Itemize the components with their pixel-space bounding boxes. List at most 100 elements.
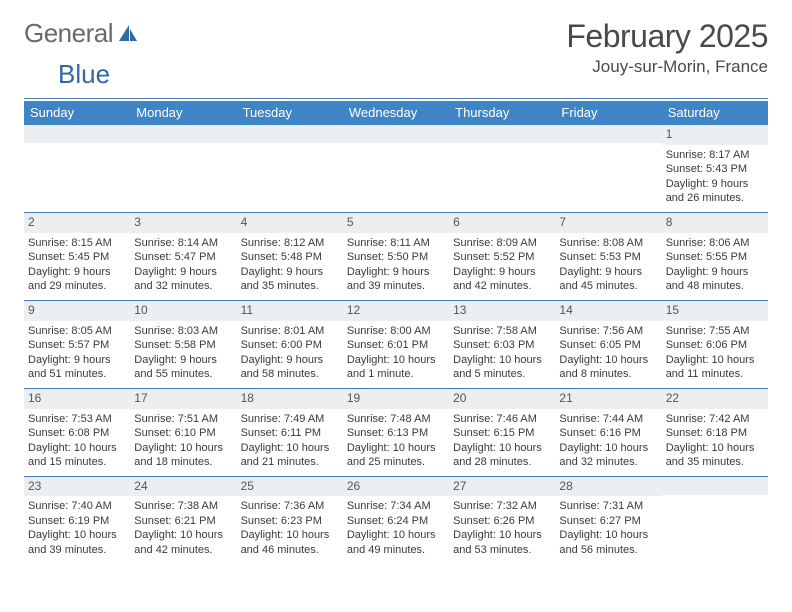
weekday-header: Saturday [662,101,768,125]
calendar-day-cell: 8 Sunrise: 8:06 AMSunset: 5:55 PMDaylight… [662,212,768,300]
calendar-day-cell [343,125,449,212]
sunrise-text: Sunrise: 7:48 AM [347,412,445,427]
weekday-header: Sunday [24,101,130,125]
sunrise-text: Sunrise: 7:38 AM [134,499,232,514]
daylight-text: Daylight: 10 hours and 42 minutes. [134,528,232,557]
day-number: 7 [555,213,661,233]
daylight-text: Daylight: 9 hours and 55 minutes. [134,353,232,382]
calendar-day-cell: 3Sunrise: 8:14 AMSunset: 5:47 PMDaylight… [130,212,236,300]
sunrise-text: Sunrise: 7:32 AM [453,499,551,514]
sunrise-text: Sunrise: 8:03 AM [134,324,232,339]
daylight-text: Daylight: 10 hours and 28 minutes. [453,441,551,470]
day-number: 20 [449,389,555,409]
daylight-text: Daylight: 10 hours and 18 minutes. [134,441,232,470]
sunrise-text: Sunrise: 8:12 AM [241,236,339,251]
day-number: 19 [343,389,449,409]
day-number: 24 [130,477,236,497]
calendar-day-cell: 5Sunrise: 8:11 AMSunset: 5:50 PMDaylight… [343,212,449,300]
daylight-text: Daylight: 9 hours and 29 minutes. [28,265,126,294]
sunset-text: Sunset: 6:11 PM [241,426,339,441]
day-number [343,125,449,143]
calendar-day-cell [24,125,130,212]
sunrise-text: Sunrise: 7:44 AM [559,412,657,427]
sunrise-text: Sunrise: 8:14 AM [134,236,232,251]
sunrise-text: Sunrise: 8:00 AM [347,324,445,339]
sunset-text: Sunset: 5:57 PM [28,338,126,353]
sunset-text: Sunset: 5:50 PM [347,250,445,265]
daylight-text: Daylight: 10 hours and 25 minutes. [347,441,445,470]
calendar-day-cell: 10Sunrise: 8:03 AMSunset: 5:58 PMDayligh… [130,300,236,388]
calendar-day-cell: 12Sunrise: 8:00 AMSunset: 6:01 PMDayligh… [343,300,449,388]
daylight-text: Daylight: 10 hours and 35 minutes. [666,441,764,470]
sunset-text: Sunset: 6:16 PM [559,426,657,441]
sunrise-text: Sunrise: 8:01 AM [241,324,339,339]
calendar-day-cell: 25Sunrise: 7:36 AMSunset: 6:23 PMDayligh… [237,476,343,563]
calendar-day-cell [449,125,555,212]
day-number: 28 [555,477,661,497]
day-number: 18 [237,389,343,409]
calendar-day-cell: 13Sunrise: 7:58 AMSunset: 6:03 PMDayligh… [449,300,555,388]
daylight-text: Daylight: 10 hours and 11 minutes. [666,353,764,382]
sunrise-text: Sunrise: 7:31 AM [559,499,657,514]
title-block: February 2025 Jouy-sur-Morin, France [566,18,768,77]
calendar-day-cell: 9Sunrise: 8:05 AMSunset: 5:57 PMDaylight… [24,300,130,388]
sunrise-text: Sunrise: 7:46 AM [453,412,551,427]
day-number: 16 [24,389,130,409]
weekday-header-row: Sunday Monday Tuesday Wednesday Thursday… [24,101,768,125]
calendar-day-cell: 7Sunrise: 8:08 AMSunset: 5:53 PMDaylight… [555,212,661,300]
daylight-text: Daylight: 9 hours and 51 minutes. [28,353,126,382]
sunset-text: Sunset: 5:48 PM [241,250,339,265]
day-number: 9 [24,301,130,321]
page-title: February 2025 [566,18,768,55]
calendar-day-cell [555,125,661,212]
sunset-text: Sunset: 6:13 PM [347,426,445,441]
day-number: 15 [662,301,768,321]
calendar-table: Sunday Monday Tuesday Wednesday Thursday… [24,101,768,563]
calendar-day-cell: 15Sunrise: 7:55 AMSunset: 6:06 PMDayligh… [662,300,768,388]
calendar-day-cell: 11Sunrise: 8:01 AMSunset: 6:00 PMDayligh… [237,300,343,388]
calendar-day-cell: 28Sunrise: 7:31 AMSunset: 6:27 PMDayligh… [555,476,661,563]
sunset-text: Sunset: 5:53 PM [559,250,657,265]
calendar-day-cell: 14Sunrise: 7:56 AMSunset: 6:05 PMDayligh… [555,300,661,388]
sunset-text: Sunset: 5:55 PM [666,250,764,265]
calendar-week-row: 16Sunrise: 7:53 AMSunset: 6:08 PMDayligh… [24,388,768,476]
sunset-text: Sunset: 6:00 PM [241,338,339,353]
sunset-text: Sunset: 6:10 PM [134,426,232,441]
sunrise-text: Sunrise: 8:17 AM [666,148,764,163]
sunrise-text: Sunrise: 8:06 AM [666,236,764,251]
sunrise-text: Sunrise: 8:08 AM [559,236,657,251]
sunrise-text: Sunrise: 7:42 AM [666,412,764,427]
sunset-text: Sunset: 5:45 PM [28,250,126,265]
daylight-text: Daylight: 9 hours and 35 minutes. [241,265,339,294]
day-number: 25 [237,477,343,497]
sunset-text: Sunset: 6:19 PM [28,514,126,529]
day-number [237,125,343,143]
calendar-day-cell: 20Sunrise: 7:46 AMSunset: 6:15 PMDayligh… [449,388,555,476]
sunset-text: Sunset: 6:27 PM [559,514,657,529]
calendar-week-row: 23Sunrise: 7:40 AMSunset: 6:19 PMDayligh… [24,476,768,563]
daylight-text: Daylight: 9 hours and 48 minutes. [666,265,764,294]
calendar-day-cell: 26Sunrise: 7:34 AMSunset: 6:24 PMDayligh… [343,476,449,563]
weekday-header: Tuesday [237,101,343,125]
sunrise-text: Sunrise: 7:56 AM [559,324,657,339]
sunrise-text: Sunrise: 8:09 AM [453,236,551,251]
calendar-day-cell [662,476,768,563]
sunset-text: Sunset: 5:58 PM [134,338,232,353]
top-rule [24,98,768,99]
page-subtitle: Jouy-sur-Morin, France [566,57,768,77]
day-number: 26 [343,477,449,497]
daylight-text: Daylight: 10 hours and 1 minute. [347,353,445,382]
sunrise-text: Sunrise: 7:58 AM [453,324,551,339]
day-number: 8 [662,213,768,233]
daylight-text: Daylight: 9 hours and 42 minutes. [453,265,551,294]
calendar-week-row: 1Sunrise: 8:17 AMSunset: 5:43 PMDaylight… [24,125,768,212]
sunset-text: Sunset: 6:24 PM [347,514,445,529]
sunset-text: Sunset: 6:05 PM [559,338,657,353]
daylight-text: Daylight: 9 hours and 58 minutes. [241,353,339,382]
sunset-text: Sunset: 6:18 PM [666,426,764,441]
logo: General [24,18,141,49]
logo-sail-icon [117,23,139,45]
sunrise-text: Sunrise: 8:11 AM [347,236,445,251]
weekday-header: Wednesday [343,101,449,125]
day-number: 17 [130,389,236,409]
